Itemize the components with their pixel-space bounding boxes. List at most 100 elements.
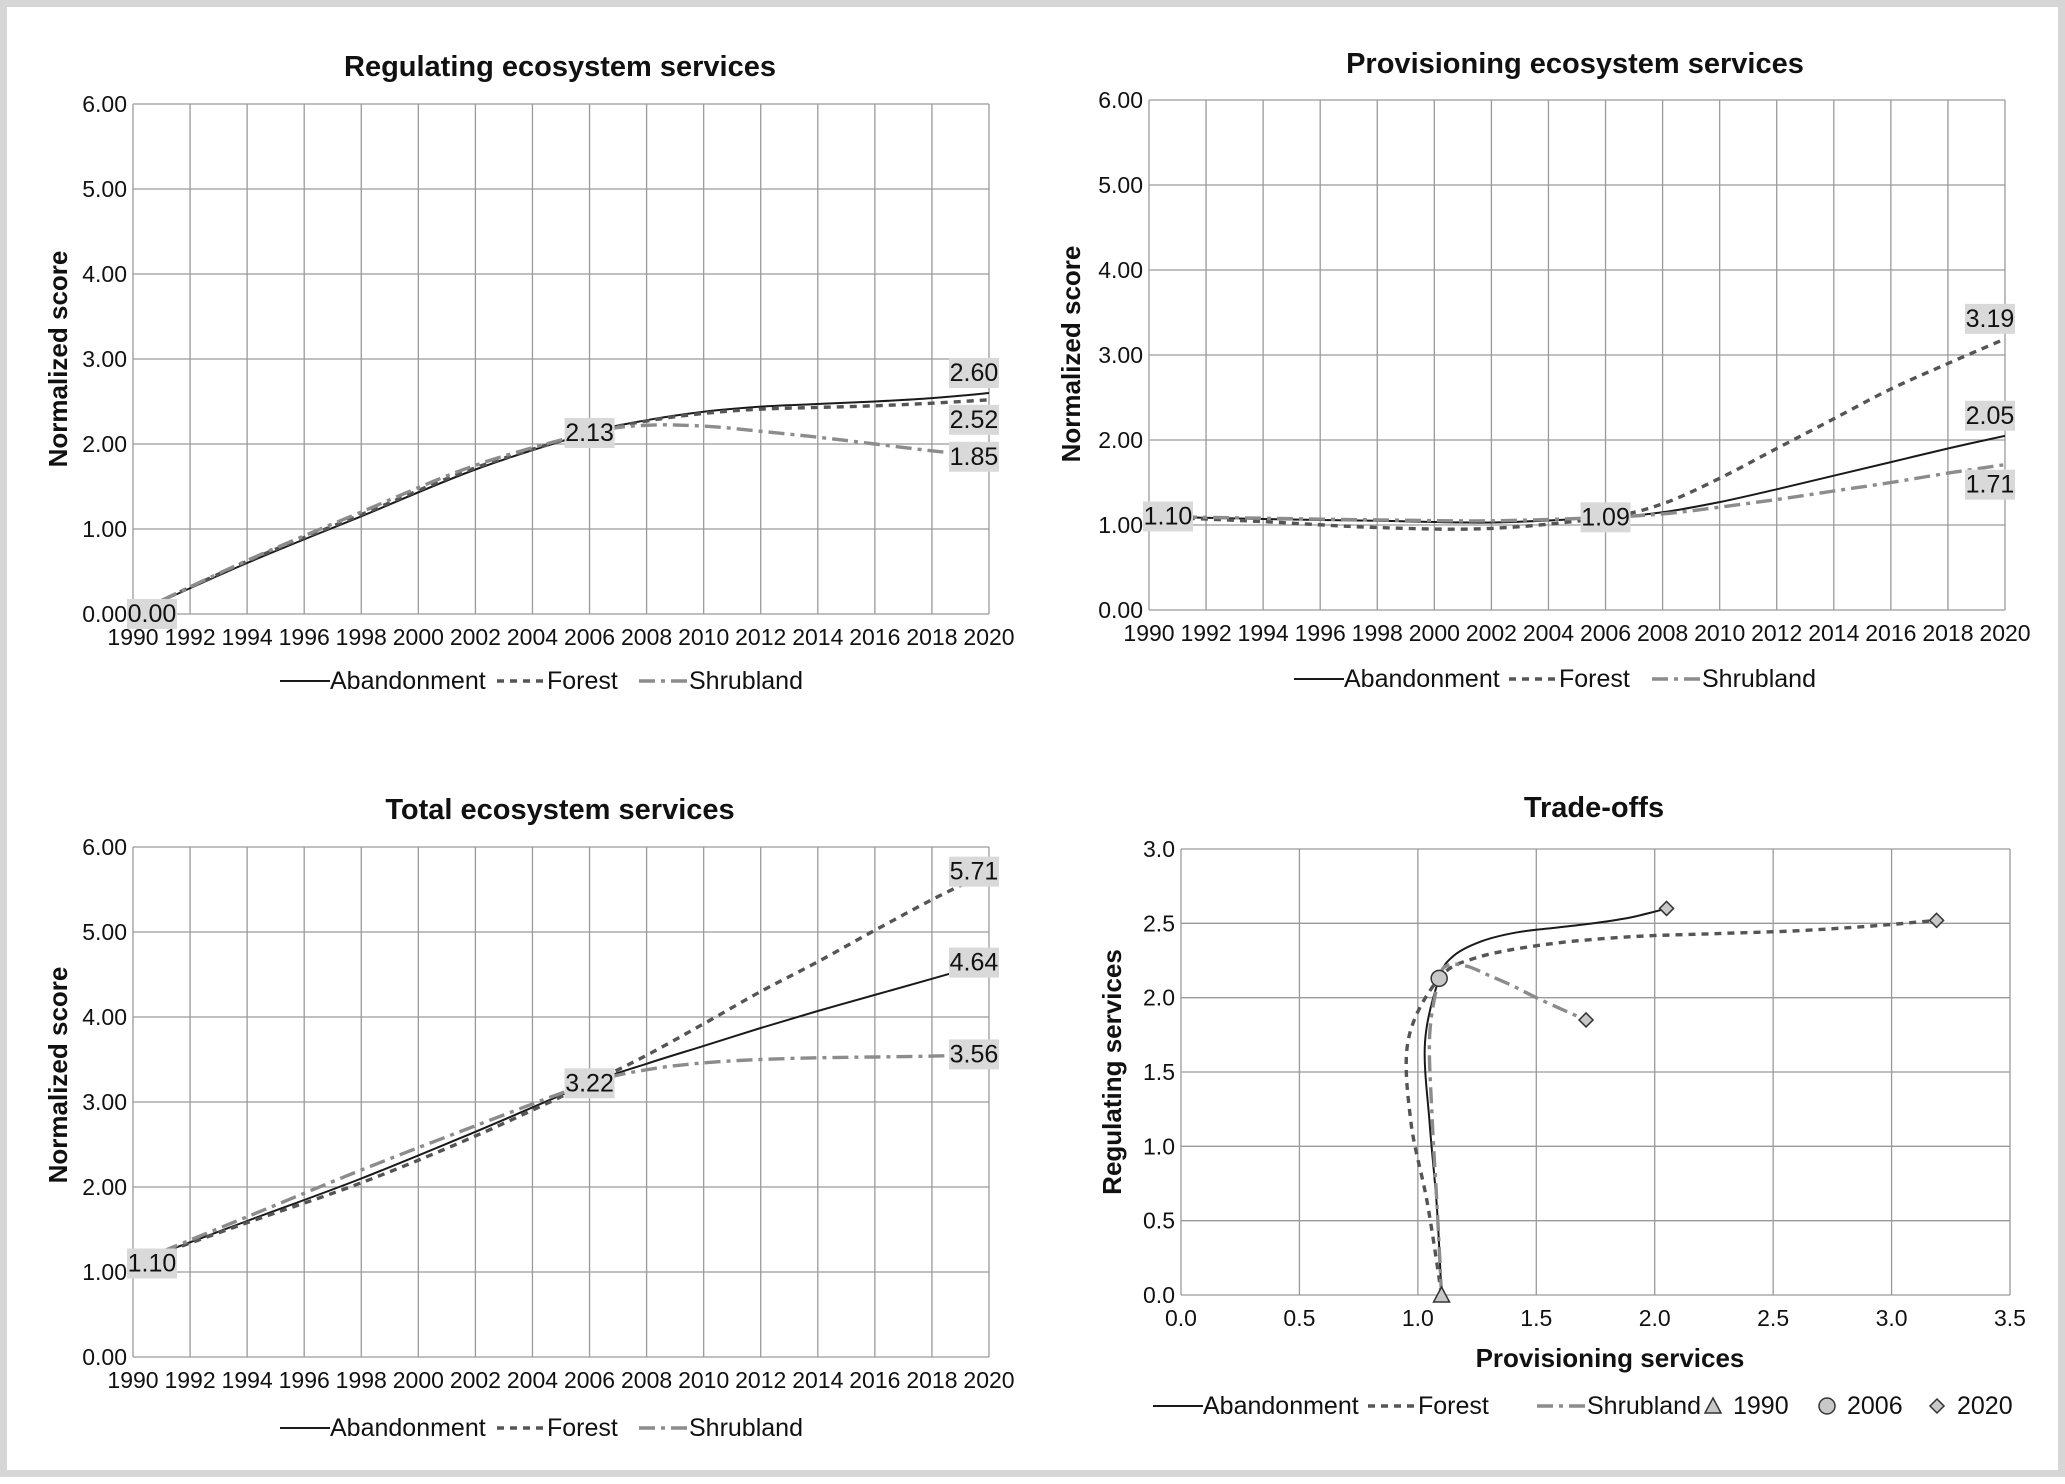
y-tick-label: 4.00 — [1098, 257, 1143, 283]
series-line-forest — [1404, 918, 1937, 1295]
data-label-text: 1.85 — [950, 443, 999, 471]
data-label-background — [1965, 303, 2015, 334]
x-tick-label: 1990 — [107, 1367, 158, 1393]
chart-title: Regulating ecosystem services — [344, 51, 776, 83]
data-label: 3.56 — [949, 1039, 999, 1070]
x-tick-label: 2002 — [450, 1367, 501, 1393]
data-label-background — [1965, 469, 2015, 500]
data-label-text: 2.05 — [1966, 402, 2015, 430]
y-tick-label: 2.00 — [82, 1174, 127, 1200]
x-tick-label: 2018 — [906, 1367, 957, 1393]
series-line-shrubland — [133, 423, 989, 614]
x-tick-label: 1996 — [279, 1367, 330, 1393]
x-tick-label: 3.0 — [1876, 1305, 1908, 1331]
legend-item-2006: 2006 — [1818, 1392, 1903, 1420]
x-tick-label: 2.5 — [1757, 1305, 1789, 1331]
x-tick-label: 2020 — [963, 1367, 1014, 1393]
marker-2020 — [1928, 912, 1945, 929]
data-label: 1.09 — [1580, 502, 1631, 533]
series-line-abandonment — [133, 392, 989, 614]
x-tick-label: 1.0 — [1402, 1305, 1434, 1331]
data-label-background — [949, 947, 999, 978]
x-tick-label: 2012 — [735, 624, 786, 650]
data-label: 1.85 — [949, 441, 999, 472]
panel-tradeoffs: Trade-offs 0.0 0.5 1.0 1.5 2.0 2.5 3.0 3.5 0.00… — [1097, 792, 2026, 1420]
series-line-forest — [1149, 337, 2005, 531]
data-label: 2.60 — [949, 358, 999, 388]
series-layer — [1404, 907, 1937, 1295]
panel-regulating: Regulating ecosystem services 0.00 2.13 2.… — [43, 51, 1015, 695]
x-tick-label: 2010 — [678, 1367, 729, 1393]
data-label-text: 1.09 — [1581, 503, 1630, 531]
x-tick-label: 2000 — [393, 1367, 444, 1393]
data-label: 5.71 — [949, 856, 999, 887]
legend-label: Forest — [1559, 665, 1630, 693]
y-tick-label: 1.00 — [82, 516, 127, 542]
legend-item-shrubland: Shrubland — [639, 667, 803, 695]
x-tick-label: 2008 — [1637, 620, 1688, 646]
data-label-text: 3.22 — [565, 1069, 614, 1097]
figure-canvas: Regulating ecosystem services 0.00 2.13 2.… — [43, 48, 2031, 1442]
x-tick-label: 2012 — [1751, 620, 1802, 646]
legend-label: 2020 — [1957, 1392, 2013, 1420]
data-label-background — [1143, 501, 1193, 532]
series-line-shrubland — [133, 1052, 989, 1266]
x-tick-label: 2002 — [1466, 620, 1517, 646]
plot-grid — [1148, 99, 2006, 611]
x-tick-label: 1994 — [1238, 620, 1289, 646]
legend-label: 1990 — [1733, 1392, 1789, 1420]
y-tick-label: 0.00 — [82, 1344, 127, 1370]
x-tick-label: 1998 — [336, 1367, 387, 1393]
y-tick-label: 5.00 — [82, 919, 127, 945]
y-tick-layer: 0.00 1.00 2.00 3.00 4.00 5.00 6.00 — [1098, 87, 1143, 623]
legend-label: Abandonment — [330, 667, 486, 695]
y-axis-title: Regulating services — [1097, 949, 1127, 1195]
data-label: 1.10 — [127, 1248, 177, 1279]
y-tick-label: 1.00 — [82, 1259, 127, 1285]
y-tick-layer: 0.0 0.5 1.0 1.5 2.0 2.5 3.0 — [1143, 836, 1175, 1308]
legend-item-abandonment: Abandonment — [1153, 1392, 1359, 1420]
legend-label: Forest — [547, 1414, 618, 1442]
series-line-shrubland — [1149, 462, 2005, 523]
data-label-layer: 1.10 3.22 5.71 4.64 3.56 — [127, 856, 999, 1279]
data-label-background — [949, 404, 999, 435]
data-label: 2.05 — [1965, 400, 2015, 431]
x-tick-label: 2012 — [735, 1367, 786, 1393]
y-tick-label: 1.5 — [1143, 1059, 1175, 1085]
data-label: 0.00 — [127, 599, 177, 629]
data-label: 4.64 — [949, 947, 999, 978]
data-label: 1.71 — [1965, 469, 2015, 500]
legend-marker — [1818, 1397, 1836, 1415]
marker-2006 — [1430, 969, 1448, 988]
legend-label: Abandonment — [1203, 1392, 1359, 1420]
x-tick-label: 1992 — [164, 1367, 215, 1393]
plot-grid — [132, 103, 990, 615]
x-tick-label: 2020 — [963, 624, 1014, 650]
y-tick-label: 0.0 — [1143, 1282, 1175, 1308]
y-tick-label: 1.0 — [1143, 1133, 1175, 1159]
data-label-text: 1.10 — [128, 1250, 177, 1278]
legend-label: Shrubland — [689, 667, 803, 695]
y-tick-label: 2.00 — [1098, 427, 1143, 453]
series-clip — [133, 392, 989, 614]
x-tick-label: 2006 — [1580, 620, 1631, 646]
chart-title: Total ecosystem services — [385, 794, 734, 826]
x-tick-label: 2014 — [792, 1367, 843, 1393]
x-tick-label: 1.5 — [1520, 1305, 1552, 1331]
y-tick-label: 1.00 — [1098, 512, 1143, 538]
data-label-text: 2.13 — [565, 419, 614, 447]
data-label-text: 0.00 — [128, 600, 177, 628]
chart-title: Provisioning ecosystem services — [1346, 48, 1804, 80]
x-tick-label: 1992 — [1180, 620, 1231, 646]
series-layer — [133, 870, 989, 1266]
series-line-abandonment — [133, 961, 989, 1265]
x-tick-label: 1994 — [222, 624, 273, 650]
series-clip — [133, 870, 989, 1266]
x-tick-label: 0.0 — [1165, 1305, 1197, 1331]
y-tick-label: 2.0 — [1143, 985, 1175, 1011]
legend-label: Abandonment — [1344, 665, 1500, 693]
x-tick-label: 2014 — [1808, 620, 1859, 646]
series-line-abandonment — [1149, 434, 2005, 524]
legend-item-forest: Forest — [497, 1414, 618, 1442]
x-tick-label: 1990 — [107, 624, 158, 650]
